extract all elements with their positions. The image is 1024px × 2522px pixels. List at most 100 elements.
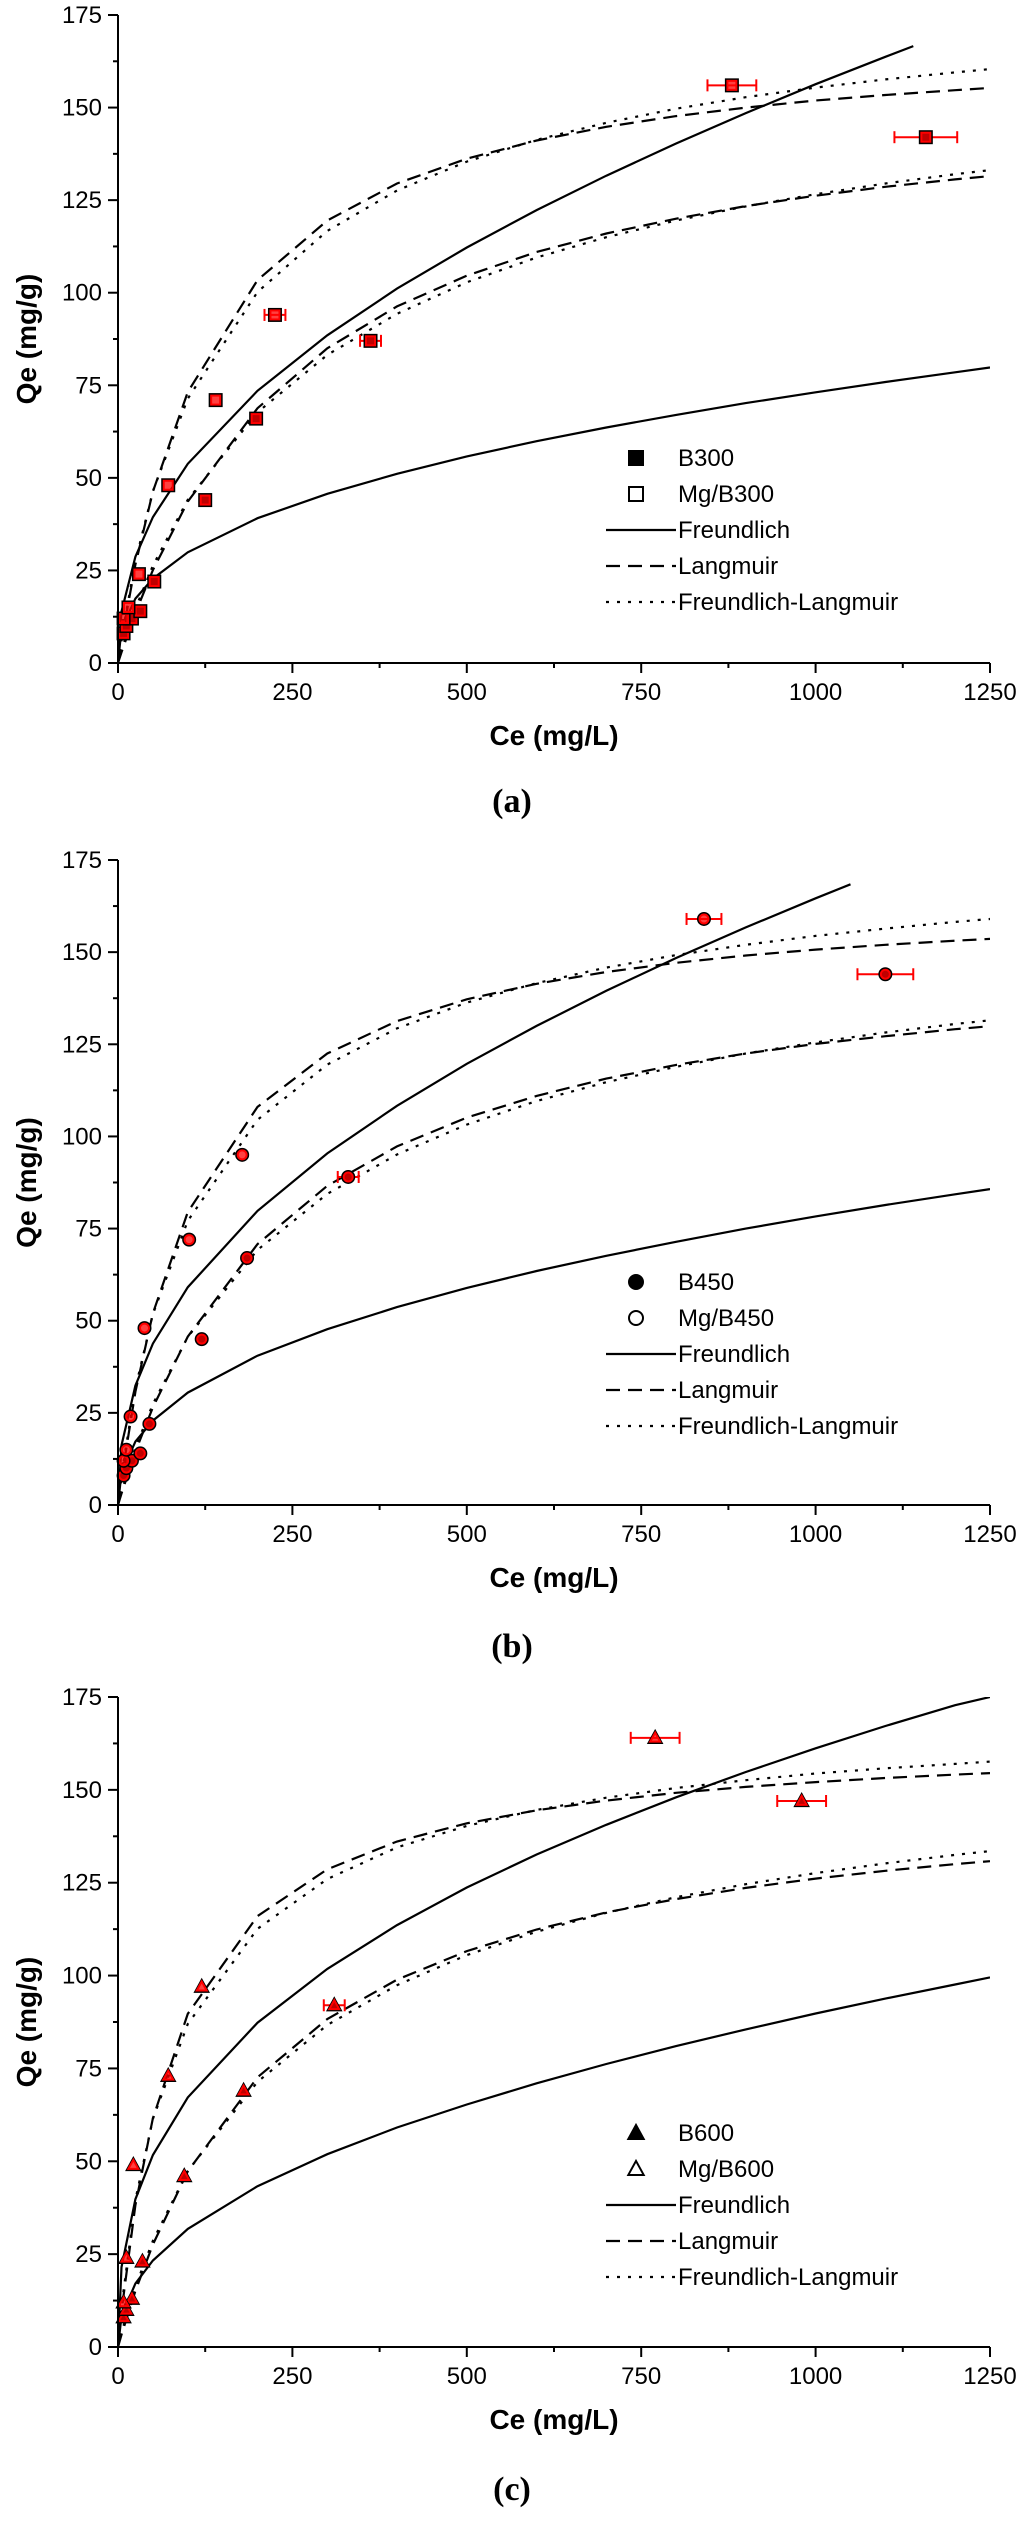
legend-label: Freundlich xyxy=(678,2192,790,2219)
legend-marker xyxy=(628,1274,644,1290)
y-tick-label: 175 xyxy=(62,2,102,29)
y-tick-label: 0 xyxy=(89,1492,102,1519)
panel-caption: (a) xyxy=(492,783,532,820)
data-point-highlight xyxy=(195,1979,209,1992)
y-tick-label: 125 xyxy=(62,1870,102,1897)
y-tick-label: 50 xyxy=(75,465,102,492)
y-tick-label: 175 xyxy=(62,847,102,874)
series-b300 xyxy=(116,130,959,641)
fit-curve-freundlich-langmuir-b450 xyxy=(118,1019,990,1505)
data-point-highlight xyxy=(119,2250,134,2263)
data-point xyxy=(235,1147,250,1162)
legend-marker xyxy=(626,2158,646,2176)
x-tick-label: 500 xyxy=(447,679,487,706)
y-tick-label: 50 xyxy=(75,1308,102,1335)
y-tick-label: 25 xyxy=(75,1400,102,1427)
fit-curve-langmuir-b450 xyxy=(118,1025,990,1505)
fit-curve-freundlich-b450 xyxy=(118,1188,990,1505)
data-point-highlight xyxy=(236,2083,251,2096)
fit-curve-freundlich-mg-b450 xyxy=(118,883,851,1505)
x-tick-label: 0 xyxy=(111,2363,124,2390)
data-point-highlight xyxy=(119,2302,134,2315)
x-axis-label: Ce (mg/L) xyxy=(489,1562,618,1593)
data-point xyxy=(724,78,739,93)
data-point-highlight xyxy=(879,968,891,980)
series-b600 xyxy=(115,1792,828,2324)
data-point xyxy=(123,1409,138,1424)
x-tick-label: 1000 xyxy=(789,679,842,706)
data-point-highlight xyxy=(269,309,281,321)
data-point-highlight xyxy=(125,2291,139,2304)
y-tick-label: 0 xyxy=(89,2334,102,2361)
data-point-highlight xyxy=(648,1730,662,1743)
legend-label: Langmuir xyxy=(678,2228,778,2255)
y-tick-label: 100 xyxy=(62,1123,102,1150)
legend-marker xyxy=(628,450,644,466)
legend-label: Freundlich-Langmuir xyxy=(678,589,898,616)
y-tick-label: 125 xyxy=(62,187,102,214)
legend: B300 Mg/B300 Freundlich Langmuir Freundlich-… xyxy=(606,445,898,616)
data-point-highlight xyxy=(148,576,160,588)
panel-caption: (b) xyxy=(491,1628,533,1665)
fit-curve-freundlich-langmuir-b300 xyxy=(118,169,990,663)
y-tick-label: 25 xyxy=(75,557,102,584)
data-point-highlight xyxy=(698,913,710,925)
series-b450 xyxy=(116,967,915,1483)
data-point-highlight xyxy=(365,335,377,347)
data-point-highlight xyxy=(126,2157,140,2170)
x-tick-label: 250 xyxy=(272,2363,312,2390)
y-tick-label: 175 xyxy=(62,1684,102,1711)
data-point-highlight xyxy=(116,2295,131,2308)
y-tick-label: 150 xyxy=(62,1777,102,1804)
fit-curve-langmuir-mg-b600 xyxy=(118,1772,990,2347)
fit-curve-langmuir-mg-b300 xyxy=(118,86,990,663)
chart-panel-2: 0 250 500 750 1000 1250 0 25 50 75 100 125 150 175 Ce … xyxy=(11,847,1017,1665)
legend-label: Mg/B450 xyxy=(678,1305,774,1332)
data-point-highlight xyxy=(120,1444,132,1456)
fit-curve-freundlich-langmuir-mg-b600 xyxy=(118,1760,990,2347)
fit-curve-langmuir-mg-b450 xyxy=(118,937,990,1505)
x-tick-label: 500 xyxy=(447,2363,487,2390)
series-mg-b300 xyxy=(116,78,758,626)
data-point-highlight xyxy=(327,1998,341,2011)
data-point-highlight xyxy=(162,479,174,491)
y-tick-label: 75 xyxy=(75,1216,102,1243)
data-point-highlight xyxy=(134,1447,146,1459)
fit-curve-freundlich-mg-b300 xyxy=(118,45,914,663)
legend-label: Langmuir xyxy=(678,553,778,580)
x-tick-label: 250 xyxy=(272,679,312,706)
y-tick-label: 100 xyxy=(62,1963,102,1990)
legend-label: Langmuir xyxy=(678,1377,778,1404)
data-point-highlight xyxy=(196,1333,208,1345)
fit-curve-freundlich-b300 xyxy=(118,366,990,663)
data-point-highlight xyxy=(118,613,130,625)
data-point-highlight xyxy=(143,1418,155,1430)
fit-curve-freundlich-mg-b600 xyxy=(118,1697,990,2347)
data-point-highlight xyxy=(135,2254,150,2267)
y-tick-label: 125 xyxy=(62,1031,102,1058)
data-point-highlight xyxy=(920,131,932,143)
data-point-highlight xyxy=(795,1793,809,1806)
x-tick-label: 0 xyxy=(111,1521,124,1548)
x-axis-label: Ce (mg/L) xyxy=(489,2404,618,2435)
legend-marker xyxy=(628,1310,644,1326)
data-point-highlight xyxy=(199,494,211,506)
y-tick-label: 75 xyxy=(75,372,102,399)
data-point-highlight xyxy=(183,1234,195,1246)
y-tick-label: 0 xyxy=(89,650,102,677)
panel-caption: (c) xyxy=(493,2471,531,2508)
legend-marker xyxy=(628,486,644,502)
legend-label: Freundlich xyxy=(678,1341,790,1368)
y-axis-label: Qe (mg/g) xyxy=(11,1117,42,1248)
data-point-highlight xyxy=(125,1411,137,1423)
x-tick-label: 1250 xyxy=(963,1521,1016,1548)
data-point-highlight xyxy=(342,1171,354,1183)
x-axis-label: Ce (mg/L) xyxy=(489,720,618,751)
data-point xyxy=(131,567,146,582)
x-tick-label: 500 xyxy=(447,1521,487,1548)
data-point-highlight xyxy=(116,2310,131,2323)
fit-curve-freundlich-langmuir-mg-b300 xyxy=(118,68,990,663)
x-tick-label: 750 xyxy=(621,679,661,706)
data-point-highlight xyxy=(134,605,146,617)
